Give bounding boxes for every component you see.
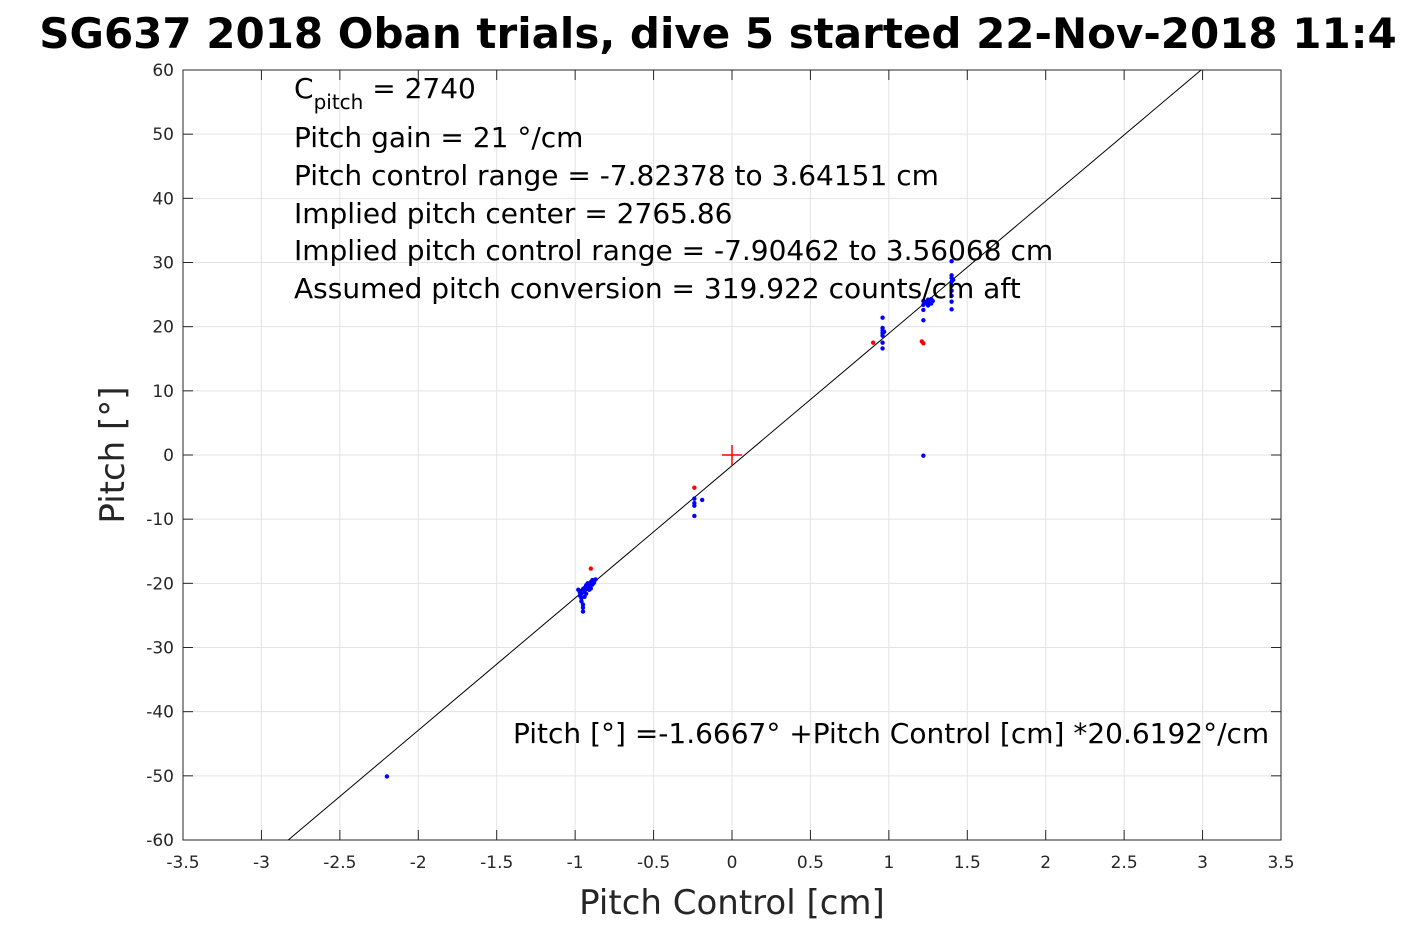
data-point <box>580 605 586 610</box>
y-tick-label: 0 <box>163 446 174 466</box>
c-pitch-value: = 2740 <box>363 72 476 105</box>
annotation-implied-pitch-center: Implied pitch center = 2765.86 <box>294 197 732 230</box>
data-point <box>580 609 586 614</box>
annotation-c-pitch: Cpitch = 2740 <box>294 72 476 114</box>
data-point <box>921 453 926 458</box>
y-tick-label: -20 <box>146 574 174 594</box>
data-point <box>930 298 935 304</box>
fit-equation: Pitch [°] =-1.6667° +Pitch Control [cm] … <box>513 717 1269 750</box>
annotation-pitch-gain: Pitch gain = 21 °/cm <box>294 121 583 154</box>
annotation-pitch-conversion: Assumed pitch conversion = 319.922 count… <box>294 272 1021 305</box>
data-point <box>880 346 885 351</box>
grid <box>182 69 1282 841</box>
x-tick-label: -2 <box>410 853 427 873</box>
x-tick-label: 1.5 <box>954 853 981 873</box>
data-point <box>588 566 594 571</box>
data-points <box>384 259 956 779</box>
data-point <box>587 587 592 592</box>
data-point <box>880 333 885 338</box>
center-marker <box>722 445 742 465</box>
data-point <box>949 293 954 299</box>
x-tick-label: -0.5 <box>637 853 670 873</box>
y-tick-label: -40 <box>146 703 174 723</box>
data-point <box>949 299 954 304</box>
data-point <box>580 602 586 607</box>
y-tick-label: -10 <box>146 510 174 530</box>
x-tick-label: 1 <box>883 853 894 873</box>
chart-title: SG637 2018 Oban trials, dive 5 started 2… <box>39 9 1397 58</box>
y-tick-label: 10 <box>152 382 174 402</box>
data-point <box>949 283 954 288</box>
x-tick-label: 2 <box>1040 853 1051 873</box>
data-point <box>870 340 876 345</box>
fit-line <box>287 69 1202 841</box>
data-point <box>921 318 926 323</box>
fit-line-group <box>287 69 1202 841</box>
data-point <box>580 586 586 592</box>
annotation-pitch-control-range: Pitch control range = -7.82378 to 3.6415… <box>294 159 939 192</box>
data-point <box>692 485 697 490</box>
x-tick-label: 2.5 <box>1111 853 1138 873</box>
data-point <box>692 503 697 508</box>
c-pitch-subscript: pitch <box>314 90 364 114</box>
x-tick-labels: -3.5 -3 -2.5 -2 -1.5 -1 -0.5 0 0.5 1 1.5 2 2.5 3 3.5 <box>166 853 1294 873</box>
x-tick-label: -3 <box>253 853 270 873</box>
data-point <box>881 329 887 334</box>
data-point <box>699 497 705 503</box>
y-tick-labels: -60 -50 -40 -30 -20 -10 0 10 20 30 40 50 60 <box>146 61 174 851</box>
x-tick-label: 3.5 <box>1267 853 1294 873</box>
y-tick-label: 40 <box>152 189 174 209</box>
data-point <box>583 591 589 596</box>
data-point <box>692 496 697 501</box>
c-pitch-symbol: C <box>294 72 314 105</box>
data-point <box>949 307 954 312</box>
axis-ticks <box>182 69 1282 841</box>
y-tick-label: 20 <box>152 318 174 338</box>
x-tick-label: -2.5 <box>323 853 356 873</box>
y-tick-label: 50 <box>152 125 174 145</box>
x-tick-label: 0 <box>727 853 738 873</box>
x-tick-label: 0.5 <box>797 853 824 873</box>
y-tick-label: 60 <box>152 61 174 81</box>
y-tick-label: -50 <box>146 767 174 787</box>
data-point <box>880 315 885 320</box>
data-point <box>384 774 390 779</box>
x-tick-label: -1.5 <box>480 853 513 873</box>
data-point <box>692 513 697 519</box>
data-point <box>949 288 954 293</box>
y-tick-label: -30 <box>146 639 174 659</box>
y-tick-label: -60 <box>146 831 174 851</box>
data-point <box>949 259 954 264</box>
data-point <box>593 577 598 582</box>
data-point <box>921 307 926 313</box>
x-tick-label: 3 <box>1197 853 1208 873</box>
x-tick-label: -1 <box>567 853 584 873</box>
data-point <box>880 340 885 345</box>
data-point <box>950 277 956 283</box>
x-axis-label: Pitch Control [cm] <box>579 883 885 923</box>
x-tick-label: -3.5 <box>166 853 199 873</box>
y-axis-label: Pitch [°] <box>93 386 133 523</box>
annotation-implied-control-range: Implied pitch control range = -7.90462 t… <box>294 234 1053 267</box>
y-tick-label: 30 <box>152 254 174 274</box>
data-point <box>921 341 926 346</box>
